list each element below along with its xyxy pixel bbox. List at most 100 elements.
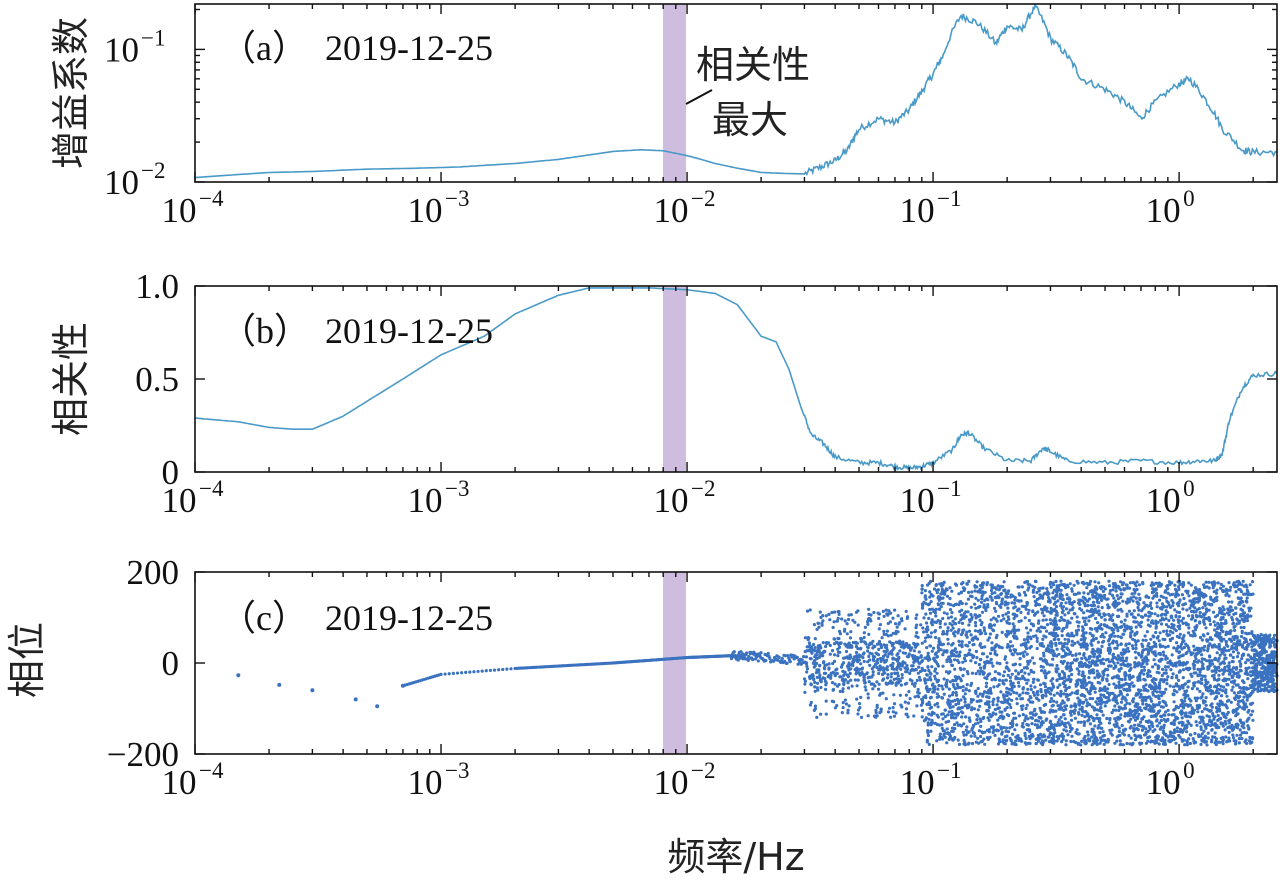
scatter-point: [1057, 718, 1061, 722]
scatter-point: [924, 636, 928, 640]
scatter-point: [1077, 661, 1081, 665]
scatter-point: [1250, 737, 1255, 741]
scatter-point: [815, 675, 819, 680]
scatter-point: [852, 655, 857, 659]
scatter-point: [945, 612, 949, 616]
scatter-point: [954, 693, 959, 697]
scatter-point: [960, 715, 964, 719]
scatter-point: [1059, 579, 1063, 583]
scatter-point: [933, 620, 937, 624]
scatter-point: [1069, 709, 1073, 713]
scatter-point: [970, 728, 974, 732]
scatter-point: [497, 668, 501, 672]
scatter-point: [1113, 646, 1117, 650]
scatter-point: [954, 678, 958, 682]
scatter-point: [879, 656, 883, 661]
scatter-point: [1175, 634, 1179, 639]
scatter-point: [1161, 667, 1165, 672]
scatter-point: [991, 703, 995, 707]
scatter-point: [1160, 736, 1165, 740]
scatter-point: [1188, 733, 1192, 737]
scatter-point: [1130, 743, 1134, 747]
scatter-point: [1027, 608, 1031, 612]
scatter-point: [962, 667, 966, 671]
scatter-point: [1013, 728, 1017, 732]
scatter-point: [1177, 721, 1181, 725]
scatter-point: [1146, 618, 1150, 622]
scatter-point: [1033, 707, 1037, 711]
scatter-point: [1019, 704, 1024, 708]
scatter-point: [1245, 600, 1249, 604]
scatter-point: [1037, 626, 1041, 631]
scatter-point: [1010, 719, 1015, 723]
scatter-point: [841, 689, 845, 694]
scatter-point: [1146, 658, 1150, 662]
scatter-point: [1175, 661, 1179, 665]
scatter-point: [1068, 582, 1072, 586]
scatter-point: [1103, 738, 1107, 743]
scatter-point: [896, 630, 900, 634]
scatter-point: [1087, 660, 1091, 664]
scatter-point: [838, 629, 842, 634]
scatter-point: [1005, 634, 1009, 638]
scatter-point: [509, 667, 513, 671]
scatter-point: [828, 652, 832, 656]
scatter-point: [1187, 737, 1191, 741]
scatter-point: [808, 644, 812, 648]
scatter-point: [859, 640, 863, 644]
scatter-point: [1145, 630, 1149, 634]
panel-b-highlight-band: [663, 286, 686, 472]
scatter-point: [912, 660, 916, 665]
scatter-point: [916, 694, 920, 698]
scatter-point: [472, 670, 476, 674]
scatter-point: [993, 595, 997, 600]
scatter-point: [973, 734, 977, 738]
scatter-point: [960, 705, 965, 710]
scatter-point: [954, 702, 958, 707]
scatter-point: [958, 650, 962, 654]
scatter-point: [1227, 637, 1231, 641]
scatter-point: [961, 689, 965, 693]
scatter-point: [1004, 678, 1008, 682]
scatter-point: [863, 685, 867, 689]
scatter-point: [870, 682, 874, 686]
scatter-point: [780, 656, 784, 661]
scatter-point: [1003, 742, 1007, 746]
scatter-point: [871, 670, 875, 674]
scatter-point: [1183, 696, 1187, 700]
scatter-point: [827, 667, 831, 671]
scatter-point: [1065, 593, 1069, 597]
scatter-point: [974, 606, 978, 610]
scatter-point: [950, 663, 954, 667]
scatter-point: [1010, 684, 1014, 688]
scatter-point: [1243, 740, 1247, 744]
scatter-point: [1008, 648, 1012, 652]
scatter-point: [854, 640, 858, 644]
scatter-point: [1015, 691, 1019, 695]
scatter-point: [1031, 690, 1035, 695]
scatter-point: [1225, 682, 1229, 687]
scatter-point: [887, 609, 891, 613]
scatter-point: [859, 662, 863, 666]
scatter-point: [1231, 622, 1235, 626]
scatter-point: [1027, 672, 1031, 676]
scatter-point: [895, 677, 899, 681]
scatter-point: [1155, 718, 1159, 722]
scatter-point: [1066, 697, 1071, 701]
scatter-point: [1027, 698, 1031, 702]
scatter-point: [813, 689, 817, 693]
scatter-point: [837, 645, 842, 650]
scatter-point: [922, 695, 926, 699]
scatter-point: [1210, 659, 1214, 663]
scatter-point: [928, 671, 932, 675]
scatter-point: [990, 661, 994, 665]
scatter-point: [918, 678, 923, 682]
scatter-point: [963, 704, 967, 708]
scatter-point: [978, 658, 983, 662]
scatter-point: [936, 715, 941, 719]
scatter-point: [1214, 633, 1218, 637]
scatter-point: [925, 685, 929, 689]
scatter-point: [944, 682, 949, 687]
scatter-point: [835, 704, 839, 708]
